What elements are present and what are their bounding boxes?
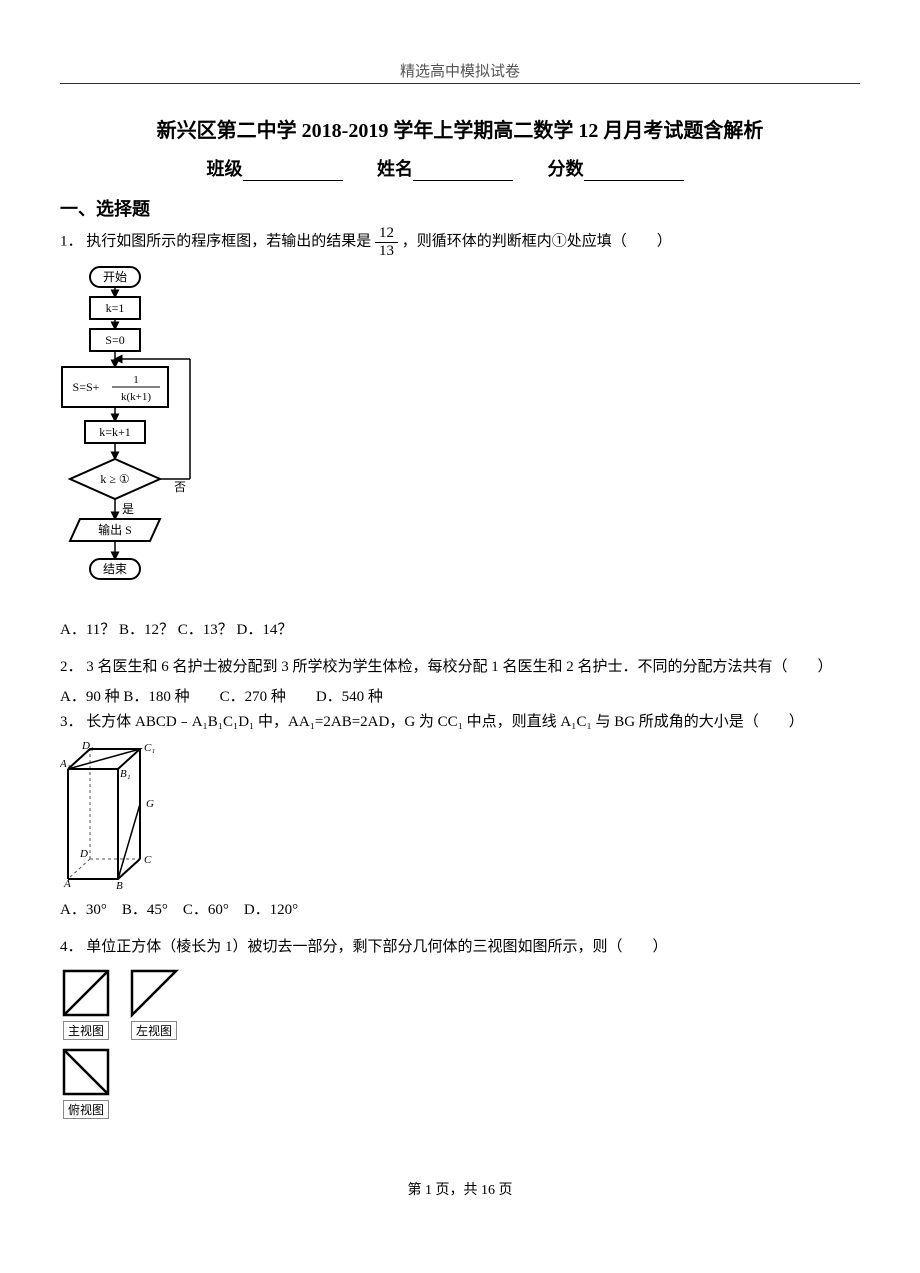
lbl-D1: D₁ (81, 740, 94, 752)
q1-stem-after: ，则循环体的判断框内①处应填（ ） (402, 233, 672, 249)
q4-top-view: 俯视图 (60, 1046, 112, 1119)
q1-flowchart: 开始 k=1 S=0 S=S+ 1 k(k+1) k=k+1 k ≥ ① (60, 265, 860, 610)
flow-s-formula: S=S+ (73, 380, 100, 394)
q4-top-label: 俯视图 (63, 1100, 109, 1119)
flow-k1: k=1 (106, 301, 125, 315)
q1-fraction: 12 13 (375, 225, 398, 259)
q2-stem: 3 名医生和 6 名护士被分配到 3 所学校为学生体检，每校分配 1 名医生和 … (86, 659, 832, 675)
question-3: 3． 长方体 ABCD﹣A₁B₁C₁D₁ 中，AA₁=2AB=2AD，G 为 C… (60, 710, 860, 736)
q2-options: A．90 种 B．180 种 C．270 种 D．540 种 (60, 685, 860, 706)
flow-s-frac-num: 1 (133, 374, 139, 386)
q4-side-view: 左视图 (128, 967, 180, 1040)
field-name-label: 姓名 (377, 159, 413, 179)
lbl-B1: B₁ (120, 768, 131, 780)
flow-s-frac-den: k(k+1) (121, 391, 151, 403)
question-1: 1． 执行如图所示的程序框图，若输出的结果是 12 13 ，则循环体的判断框内①… (60, 225, 860, 259)
q1-frac-den: 13 (375, 243, 398, 260)
lbl-B: B (116, 880, 123, 889)
q3-number: 3． (60, 714, 83, 730)
question-2: 2． 3 名医生和 6 名护士被分配到 3 所学校为学生体检，每校分配 1 名医… (60, 655, 860, 681)
q4-views-row-2: 俯视图 (60, 1046, 860, 1119)
q1-stem-before: 执行如图所示的程序框图，若输出的结果是 (86, 233, 371, 249)
q4-side-label: 左视图 (131, 1021, 177, 1040)
q4-stem: 单位正方体（棱长为 1）被切去一部分，剩下部分几何体的三视图如图所示，则（ ） (86, 939, 667, 955)
q4-front-view: 主视图 (60, 967, 112, 1040)
flow-no: 否 (174, 480, 186, 494)
student-fields: 班级 姓名 分数 (60, 155, 860, 181)
q3-options: A．30° B．45° C．60° D．120° (60, 898, 860, 919)
q4-views-row-1: 主视图 左视图 (60, 967, 860, 1040)
lbl-C: C (144, 854, 152, 866)
section-heading-choice: 一、选择题 (60, 195, 860, 221)
flow-s0: S=0 (105, 333, 124, 347)
q2-number: 2． (60, 659, 83, 675)
field-name-blank[interactable] (413, 162, 513, 181)
flow-yes: 是 (122, 502, 134, 516)
q3-figure: A B C D A₁ B₁ C₁ D₁ G (60, 739, 860, 894)
lbl-G: G (146, 798, 154, 810)
field-class-blank[interactable] (243, 162, 343, 181)
lbl-A: A (63, 878, 71, 889)
lbl-D: D (79, 848, 88, 860)
page-footer: 第 1 页，共 16 页 (60, 1179, 860, 1199)
field-score-blank[interactable] (584, 162, 684, 181)
q1-options: A．11？ B．12？ C．13？ D．14？ (60, 618, 860, 639)
exam-page: 精选高中模拟试卷 新兴区第二中学 2018-2019 学年上学期高二数学 12 … (0, 0, 920, 1239)
flow-cond: k ≥ ① (100, 472, 129, 486)
field-class-label: 班级 (207, 159, 243, 179)
exam-title: 新兴区第二中学 2018-2019 学年上学期高二数学 12 月月考试题含解析 (60, 114, 860, 143)
q1-frac-num: 12 (375, 225, 398, 243)
q3-stem: 长方体 ABCD﹣A₁B₁C₁D₁ 中，AA₁=2AB=2AD，G 为 CC₁ … (86, 714, 804, 730)
q4-number: 4． (60, 939, 83, 955)
page-top-header: 精选高中模拟试卷 (60, 60, 860, 84)
lbl-A1: A₁ (60, 758, 71, 770)
q4-front-label: 主视图 (63, 1021, 109, 1040)
flow-end: 结束 (103, 562, 127, 576)
question-4: 4． 单位正方体（棱长为 1）被切去一部分，剩下部分几何体的三视图如图所示，则（… (60, 935, 860, 961)
lbl-C1: C₁ (144, 742, 155, 754)
flow-out: 输出 S (98, 522, 132, 537)
flow-start: 开始 (103, 270, 127, 284)
q1-number: 1． (60, 233, 83, 249)
field-score-label: 分数 (548, 159, 584, 179)
flow-kpp: k=k+1 (99, 425, 131, 439)
